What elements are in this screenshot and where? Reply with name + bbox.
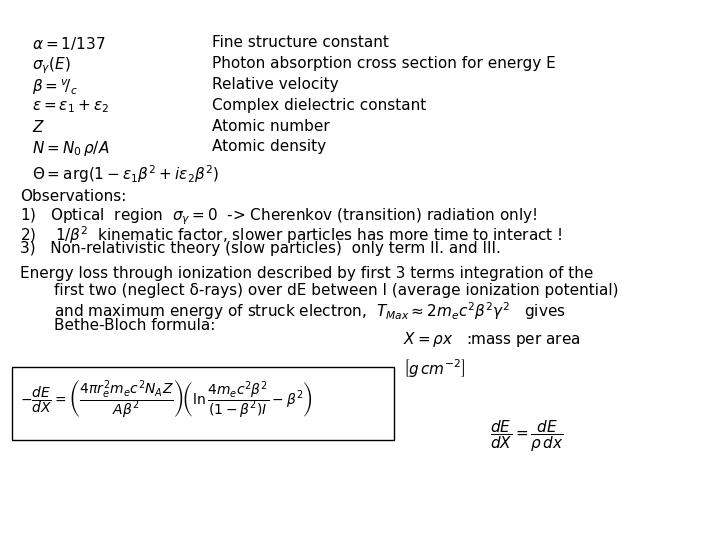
Text: Atomic number: Atomic number xyxy=(212,119,330,134)
Text: Fine structure constant: Fine structure constant xyxy=(212,35,390,50)
Text: 2)    $1/\beta^2$  kinematic factor, slower particles has more time to interact : 2) $1/\beta^2$ kinematic factor, slower … xyxy=(20,224,562,246)
Text: Energy loss through ionization described by first 3 terms integration of the: Energy loss through ionization described… xyxy=(20,266,593,281)
Text: $\beta = {^v\!/_c}$: $\beta = {^v\!/_c}$ xyxy=(32,77,78,97)
Text: Bethe-Bloch formula:: Bethe-Bloch formula: xyxy=(54,318,215,333)
Text: $\dfrac{dE}{dX} = \dfrac{dE}{\rho\,dx}$: $\dfrac{dE}{dX} = \dfrac{dE}{\rho\,dx}$ xyxy=(490,418,563,454)
Text: first two (neglect δ-rays) over dE between I (average ionization potential): first two (neglect δ-rays) over dE betwe… xyxy=(54,283,618,298)
Text: $\left[g\,cm^{-2}\right]$: $\left[g\,cm^{-2}\right]$ xyxy=(403,357,466,380)
Text: Atomic density: Atomic density xyxy=(212,139,327,154)
Text: Photon absorption cross section for energy E: Photon absorption cross section for ener… xyxy=(212,56,556,71)
Text: $\sigma_{\gamma}(E)$: $\sigma_{\gamma}(E)$ xyxy=(32,56,71,76)
Text: and maximum energy of struck electron,  $T_{Max} \approx 2m_e c^2 \beta^2 \gamma: and maximum energy of struck electron, $… xyxy=(54,300,566,322)
Text: $N = N_0\, \rho / A$: $N = N_0\, \rho / A$ xyxy=(32,139,110,158)
Text: $\varepsilon = \varepsilon_1 + \varepsilon_2$: $\varepsilon = \varepsilon_1 + \varepsil… xyxy=(32,98,109,115)
Text: Relative velocity: Relative velocity xyxy=(212,77,339,92)
Text: $\Theta = \arg(1 - \varepsilon_1 \beta^2 + i\varepsilon_2 \beta^2)$: $\Theta = \arg(1 - \varepsilon_1 \beta^2… xyxy=(32,163,220,185)
Text: Observations:: Observations: xyxy=(20,189,127,204)
Text: 1)   Optical  region  $\sigma_{\gamma} = 0$  -> Cherenkov (transition) radiation: 1) Optical region $\sigma_{\gamma} = 0$ … xyxy=(20,206,537,227)
Text: $Z$: $Z$ xyxy=(32,119,45,135)
Text: $\alpha = 1/137$: $\alpha = 1/137$ xyxy=(32,35,106,52)
Text: Complex dielectric constant: Complex dielectric constant xyxy=(212,98,427,113)
Text: $-\dfrac{dE}{dX} = \left(\dfrac{4\pi r_e^2 m_e c^2 N_A Z}{A\beta^2}\right)\!\lef: $-\dfrac{dE}{dX} = \left(\dfrac{4\pi r_e… xyxy=(20,379,313,421)
Text: 3)   Non-relativistic theory (slow particles)  only term II. and III.: 3) Non-relativistic theory (slow particl… xyxy=(20,241,501,256)
Text: $X = \rho x$   :mass per area: $X = \rho x$ :mass per area xyxy=(403,330,580,349)
